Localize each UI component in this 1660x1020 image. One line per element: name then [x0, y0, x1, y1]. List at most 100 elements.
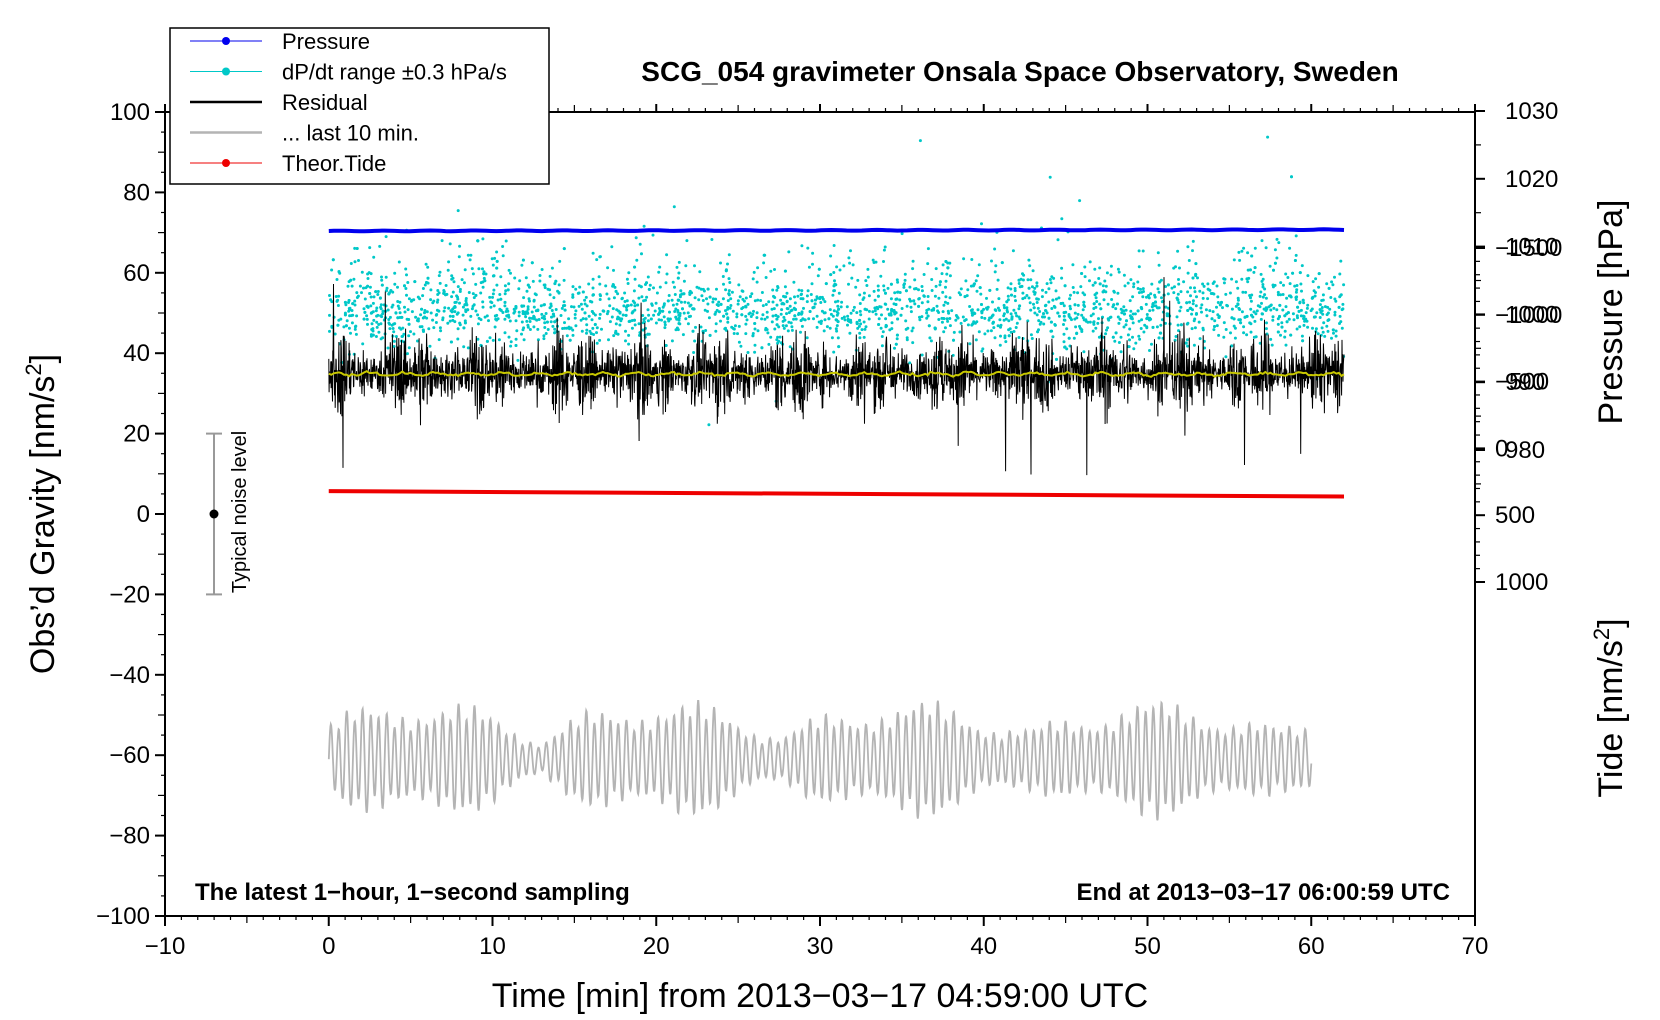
dpdt-point: [1128, 327, 1132, 331]
dpdt-point: [1027, 296, 1031, 300]
dpdt-point: [371, 301, 375, 305]
dpdt-point: [767, 300, 771, 304]
dpdt-point: [598, 255, 602, 259]
dpdt-point: [918, 315, 921, 319]
dpdt-point: [1298, 301, 1302, 305]
x-tick-label: 60: [1298, 933, 1325, 960]
dpdt-point: [1333, 313, 1337, 317]
legend-swatch-dot: [222, 159, 230, 167]
dpdt-point: [331, 258, 335, 262]
dpdt-point: [759, 299, 763, 302]
dpdt-point: [577, 304, 581, 308]
dpdt-point: [815, 314, 819, 318]
dpdt-point: [1057, 314, 1061, 318]
dpdt-point: [909, 305, 913, 309]
dpdt-point: [1202, 284, 1206, 288]
dpdt-point: [803, 318, 807, 322]
dpdt-point: [668, 317, 672, 321]
dpdt-point: [451, 318, 455, 322]
dpdt-point: [585, 304, 589, 308]
dpdt-point: [491, 295, 494, 299]
dpdt-point: [1137, 249, 1141, 253]
dpdt-point: [1097, 317, 1100, 321]
dpdt-point: [398, 311, 402, 315]
dpdt-point: [836, 304, 840, 308]
dpdt-point: [677, 260, 681, 264]
dpdt-point: [876, 307, 880, 311]
dpdt-point: [779, 298, 783, 302]
dpdt-point: [1145, 317, 1149, 321]
dpdt-point: [388, 315, 392, 319]
dpdt-point: [437, 338, 441, 342]
dpdt-point: [584, 317, 588, 321]
dpdt-point: [941, 263, 945, 267]
dpdt-point: [406, 281, 410, 284]
dpdt-point: [1260, 279, 1264, 283]
dpdt-point: [1191, 302, 1195, 306]
dpdt-point: [920, 315, 924, 319]
dpdt-point: [691, 307, 695, 311]
dpdt-point: [452, 280, 456, 284]
dpdt-point: [775, 303, 779, 307]
dpdt-point: [1069, 307, 1072, 311]
dpdt-point: [894, 342, 898, 346]
dpdt-point: [448, 319, 452, 323]
dpdt-point: [495, 266, 499, 270]
dpdt-point: [464, 297, 468, 300]
dpdt-point: [1000, 261, 1004, 265]
dpdt-point: [1021, 278, 1025, 282]
dpdt-point: [545, 320, 549, 324]
dpdt-point: [873, 298, 877, 302]
dpdt-point: [1295, 288, 1299, 292]
dpdt-point: [946, 319, 950, 323]
dpdt-point: [1144, 302, 1148, 306]
dpdt-point: [1136, 287, 1140, 290]
dpdt-point: [506, 288, 510, 292]
dpdt-point: [657, 312, 661, 316]
dpdt-point: [481, 237, 485, 241]
dpdt-point: [1323, 334, 1327, 338]
dpdt-point: [1166, 283, 1170, 287]
pressure-tick-label: 1020: [1505, 166, 1558, 193]
dpdt-point: [414, 315, 418, 319]
dpdt-point: [1149, 292, 1153, 296]
dpdt-point: [548, 288, 552, 292]
dpdt-point: [684, 264, 688, 268]
dpdt-point: [579, 318, 583, 322]
dpdt-point: [996, 278, 1000, 282]
dpdt-point: [991, 313, 995, 317]
dpdt-point: [912, 299, 915, 303]
dpdt-point: [543, 286, 547, 290]
dpdt-point: [1194, 304, 1198, 308]
dpdt-point: [509, 344, 513, 348]
dpdt-point: [530, 316, 534, 320]
dpdt-point: [495, 250, 499, 254]
dpdt-point: [1206, 287, 1210, 291]
dpdt-point: [532, 305, 536, 309]
dpdt-point: [522, 338, 526, 342]
dpdt-point: [944, 295, 948, 299]
dpdt-point: [1027, 258, 1031, 262]
dpdt-point: [481, 285, 485, 289]
dpdt-point: [1269, 303, 1273, 307]
dpdt-point: [639, 285, 643, 289]
dpdt-point: [1047, 287, 1051, 291]
dpdt-point: [1054, 297, 1058, 301]
dpdt-point: [1245, 333, 1249, 337]
dpdt-point: [786, 307, 790, 311]
dpdt-point: [1237, 306, 1241, 310]
dpdt-point: [993, 336, 997, 340]
dpdt-point: [1313, 294, 1317, 298]
dpdt-point: [1314, 277, 1318, 281]
pressure-tick-label: 1030: [1505, 98, 1558, 125]
dpdt-point: [1272, 306, 1276, 310]
dpdt-point: [368, 285, 372, 289]
dpdt-point: [849, 311, 853, 315]
dpdt-point: [1033, 286, 1037, 290]
dpdt-point: [418, 325, 422, 329]
dpdt-point: [1157, 336, 1161, 340]
dpdt-point: [735, 315, 739, 319]
dpdt-point: [1020, 284, 1024, 288]
dpdt-point: [982, 307, 986, 311]
dpdt-point: [571, 285, 575, 289]
